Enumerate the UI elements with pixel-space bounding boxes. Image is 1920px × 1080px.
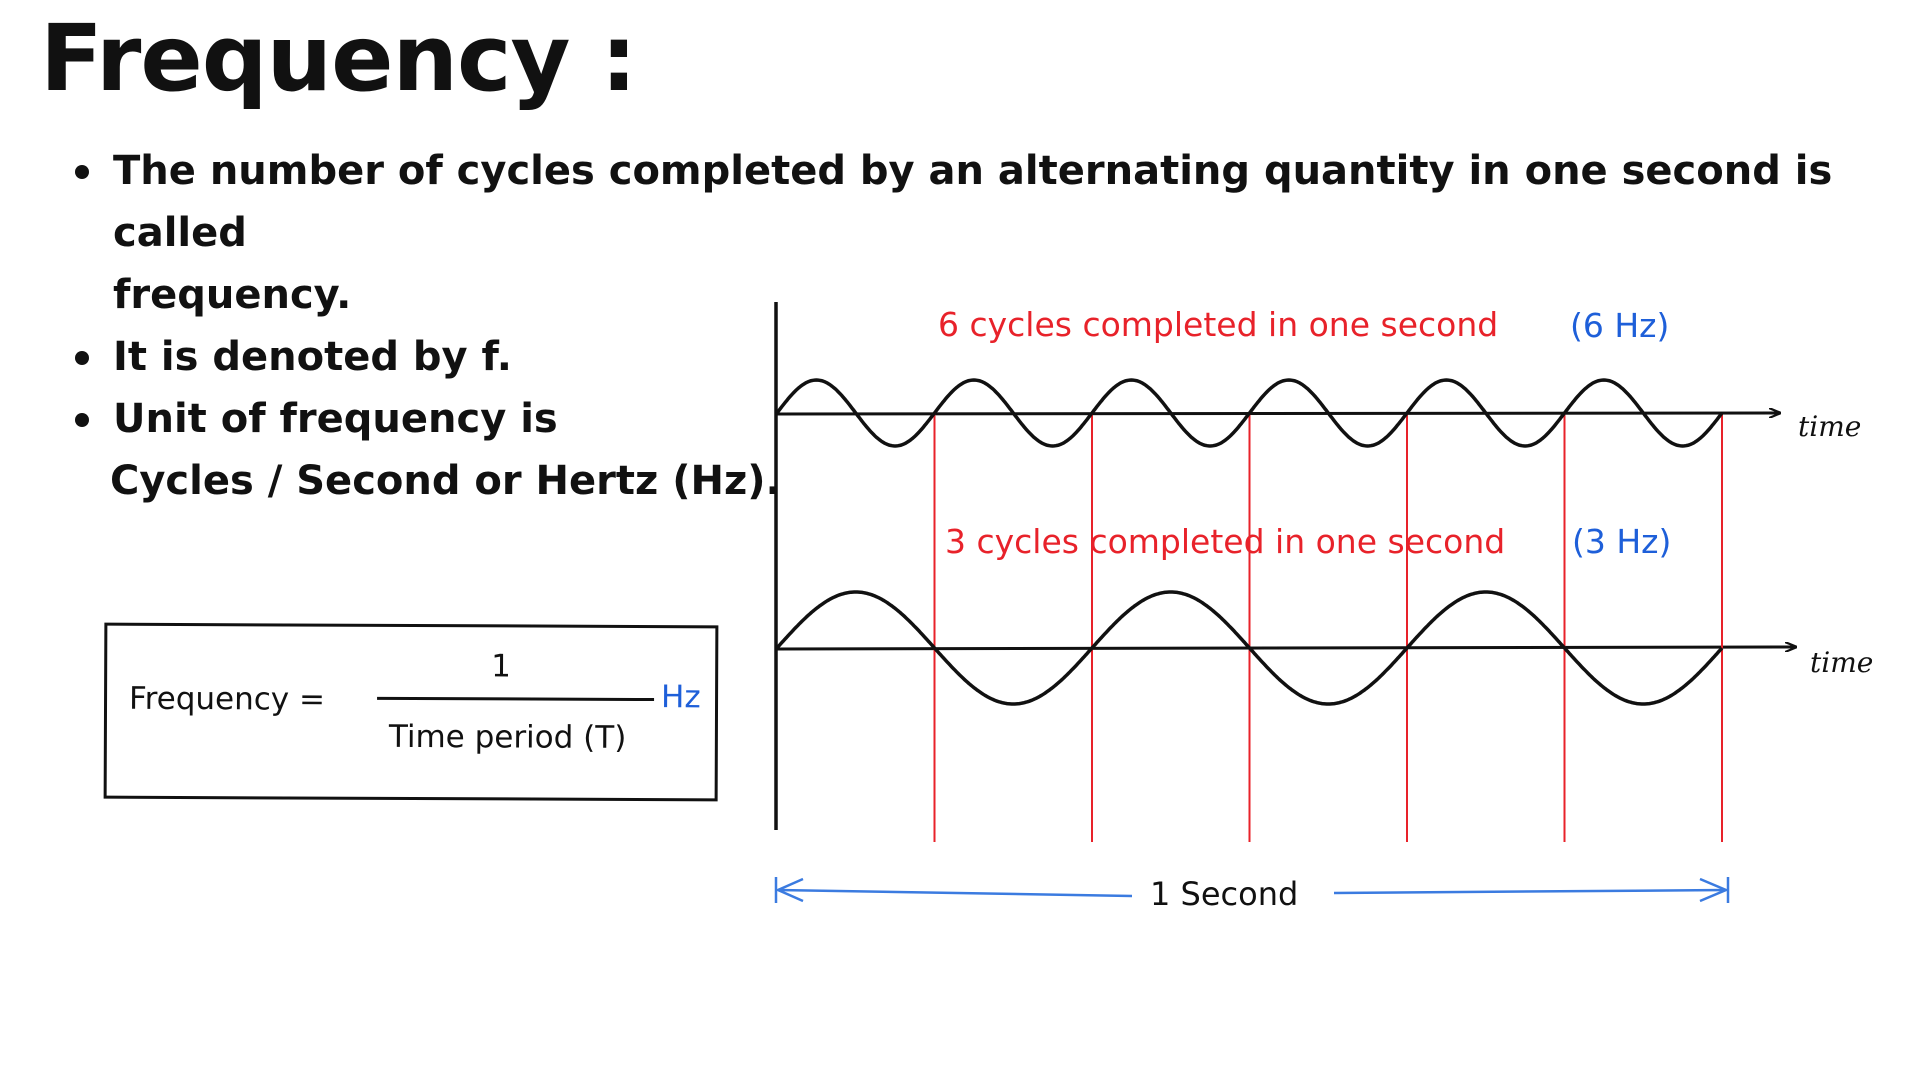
time-label-bottom: time (1810, 646, 1873, 679)
span-right-line (1333, 888, 1727, 895)
caption-3hz: 3 cycles completed in one second (945, 522, 1505, 561)
time-axis-top (775, 413, 1780, 414)
bullet-symbol: It is denoted by f. (70, 326, 1910, 388)
bullet-unit-line2: Cycles / Second or Hertz (Hz). (110, 458, 781, 504)
bullet-list: The number of cycles completed by an alt… (70, 140, 1910, 512)
page-title: Frequency : (40, 5, 637, 112)
span-label: 1 Second (1150, 875, 1298, 913)
span-right-arrowhead (1699, 877, 1730, 903)
wave-6hz (775, 378, 1724, 448)
cycle-markers (933, 414, 1723, 842)
caption-6hz: 6 cycles completed in one second (938, 305, 1498, 344)
bullet-definition: The number of cycles completed by an alt… (70, 140, 1910, 326)
bullet-unit-line1: Unit of frequency is (113, 396, 558, 442)
bullet-unit: Unit of frequency is Cycles / Second or … (70, 388, 1910, 512)
one-second-span (774, 877, 1730, 903)
wave-3hz (775, 590, 1724, 706)
freq-label-6hz: (6 Hz) (1570, 306, 1669, 345)
time-axis-bottom (775, 647, 1796, 649)
bullet-definition-line2: frequency. (113, 272, 352, 318)
freq-label-3hz: (3 Hz) (1572, 522, 1671, 561)
span-left-line (777, 888, 1133, 898)
time-label-top: time (1798, 410, 1861, 443)
bullet-symbol-line1: It is denoted by f. (113, 334, 512, 380)
bullet-definition-line1: The number of cycles completed by an alt… (113, 148, 1833, 256)
